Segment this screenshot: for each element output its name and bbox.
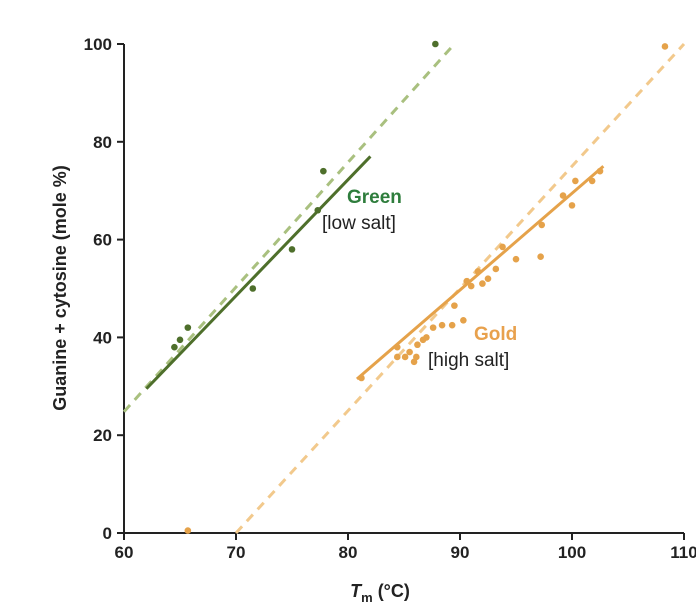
data-point-gold — [474, 268, 482, 275]
x-axis-title: Tm (°C) — [350, 581, 410, 605]
data-point-gold — [512, 255, 520, 263]
data-point-gold — [572, 177, 579, 185]
y-axis-title: Guanine + cytosine (mole %) — [50, 165, 70, 411]
trend-line-dashed-green — [122, 42, 456, 413]
x-tick-label: 70 — [227, 543, 246, 562]
data-point-gold — [463, 277, 471, 285]
data-point-green — [314, 206, 322, 214]
axes: 60 70 80 90 100 110 0 20 40 60 80 100 — [84, 35, 696, 562]
data-point-gold — [393, 343, 401, 351]
y-tick-label: 100 — [84, 35, 112, 54]
data-point-gold — [438, 321, 446, 329]
data-point-gold — [479, 280, 486, 287]
data-point-gold — [538, 221, 546, 229]
x-axis-title-subscript: m — [361, 590, 373, 605]
series-annotation-gold: [high salt] — [428, 350, 509, 371]
data-point-gold — [537, 253, 544, 261]
data-point-gold — [413, 353, 420, 361]
series-labels: Green [low salt] Gold [high salt] — [322, 187, 517, 371]
data-point-gold — [451, 302, 458, 309]
series-name-green: Green — [347, 187, 402, 208]
data-point-gold — [492, 265, 500, 273]
series-name-gold: Gold — [474, 324, 517, 345]
data-point-gold — [184, 527, 192, 534]
data-point-gold — [393, 353, 401, 361]
trend-line-green — [145, 155, 372, 390]
x-axis-title-main: T — [350, 581, 363, 601]
data-point-gold — [460, 316, 467, 324]
data-point-green — [249, 285, 257, 292]
data-point-green — [176, 336, 184, 344]
data-point-gold — [401, 353, 409, 361]
y-tick-label: 80 — [93, 133, 112, 152]
trend-line-dashed-gold — [234, 42, 686, 535]
data-point-gold — [448, 321, 456, 329]
data-point-green — [432, 40, 439, 48]
y-tick-label: 60 — [93, 231, 112, 250]
data-point-green — [288, 246, 296, 253]
data-point-gold — [429, 324, 437, 331]
data-point-gold — [406, 348, 413, 356]
data-point-green — [184, 324, 192, 331]
data-point-gold — [559, 192, 567, 199]
data-points — [171, 40, 669, 534]
data-point-gold — [499, 243, 506, 251]
data-point-gold — [596, 167, 604, 175]
x-tick-label: 100 — [558, 543, 586, 562]
data-point-green — [171, 343, 178, 351]
data-point-gold — [358, 374, 365, 382]
data-point-gold — [467, 282, 475, 290]
data-point-green — [320, 167, 327, 175]
data-point-gold — [414, 341, 421, 349]
data-point-gold — [484, 275, 492, 283]
x-axis-title-unit: (°C) — [373, 581, 410, 601]
series-annotation-green: [low salt] — [322, 213, 396, 234]
data-point-gold — [568, 202, 576, 209]
data-point-gold — [588, 177, 596, 185]
x-tick-label: 80 — [339, 543, 358, 562]
x-tick-label: 90 — [451, 543, 470, 562]
y-tick-label: 40 — [93, 328, 112, 347]
data-point-gold — [423, 334, 430, 341]
y-tick-label: 20 — [93, 426, 112, 445]
trend-lines — [122, 42, 686, 535]
data-point-gold — [661, 43, 669, 50]
x-tick-label: 110 — [670, 543, 696, 562]
x-tick-label: 60 — [115, 543, 134, 562]
y-tick-label: 0 — [103, 524, 112, 543]
